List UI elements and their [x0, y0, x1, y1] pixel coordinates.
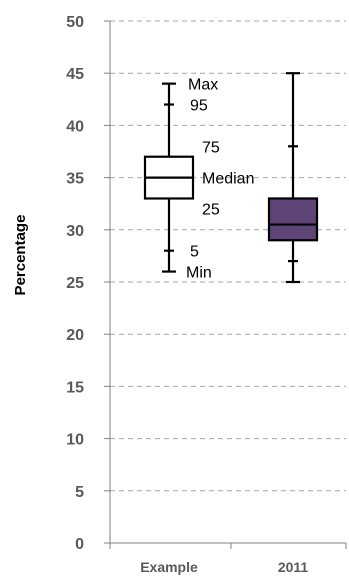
box-example [143, 82, 195, 273]
annotations: Max 95 75 Median 25 5 Min [186, 77, 254, 282]
axes [104, 20, 347, 549]
y-axis-label: Percentage [12, 215, 29, 296]
annotation-25: 25 [202, 201, 220, 218]
y-tick-label: 35 [66, 171, 84, 188]
y-tick-label: 5 [75, 484, 84, 501]
x-category-labels: Example 2011 [140, 559, 308, 575]
y-tick-label: 30 [66, 223, 84, 240]
x-category-label: Example [140, 559, 198, 575]
y-tick-label: 40 [66, 118, 84, 135]
annotation-max: Max [188, 77, 218, 94]
y-tick-label: 10 [66, 432, 84, 449]
y-tick-label: 0 [75, 536, 84, 553]
iqr-box [267, 197, 319, 242]
box-2011 [267, 72, 319, 284]
annotation-min: Min [186, 265, 212, 282]
annotation-median: Median [202, 171, 254, 188]
y-tick-label: 25 [66, 275, 84, 292]
annotation-95: 95 [190, 98, 208, 115]
y-tick-label: 50 [66, 14, 84, 31]
y-tick-labels: 0 5 10 15 20 25 30 35 40 45 50 [66, 14, 84, 553]
y-tick-label: 45 [66, 66, 84, 83]
x-category-label: 2011 [278, 559, 309, 575]
annotation-5: 5 [190, 244, 199, 261]
y-tick-label: 15 [66, 379, 84, 396]
annotation-75: 75 [202, 140, 220, 157]
y-tick-label: 20 [66, 327, 84, 344]
grid-lines [110, 20, 346, 492]
boxes [143, 72, 319, 284]
